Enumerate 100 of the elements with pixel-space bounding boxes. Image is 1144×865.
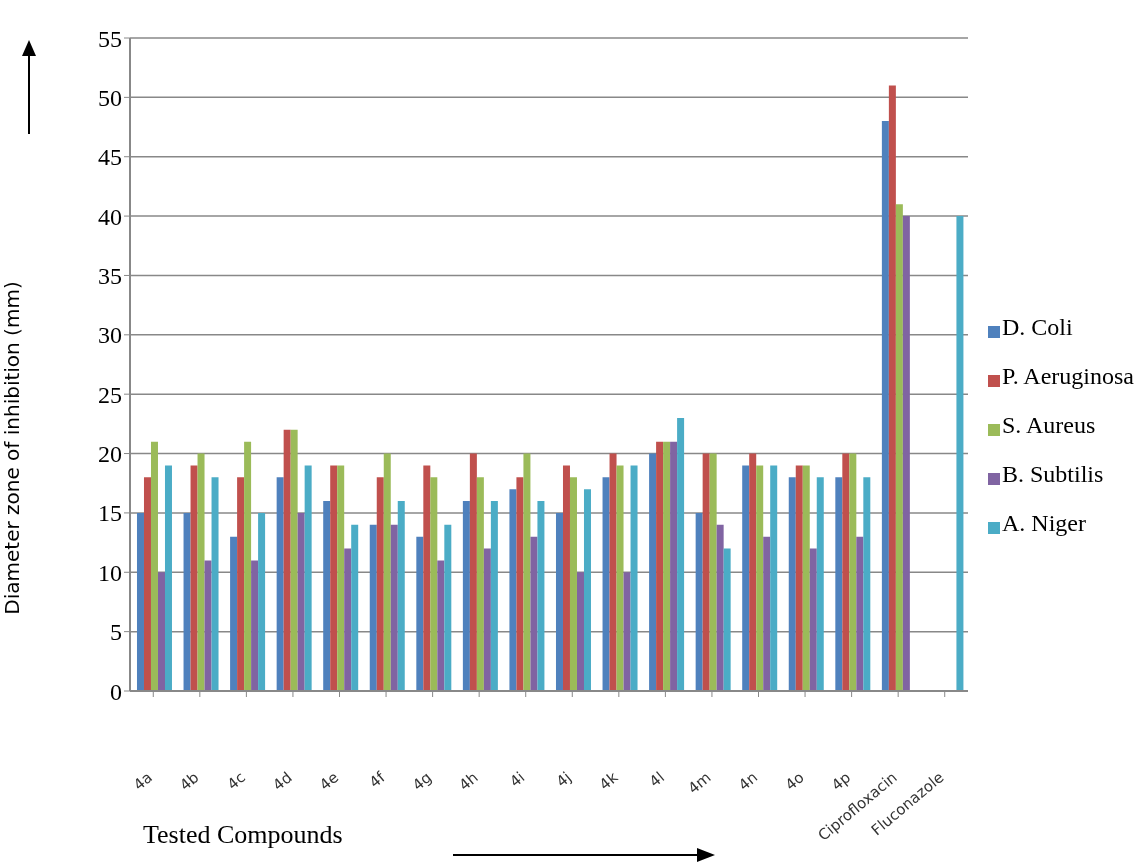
y-tick-label: 30	[98, 322, 122, 349]
x-tick-label: 4i	[506, 768, 529, 791]
bar	[816, 477, 824, 691]
bar	[183, 512, 191, 691]
bar	[204, 560, 212, 691]
bar	[150, 441, 158, 691]
bar	[770, 465, 778, 691]
y-tick-label: 40	[98, 203, 122, 230]
bar	[337, 465, 345, 691]
bar	[656, 441, 664, 691]
legend-label: B. Subtilis	[1002, 461, 1105, 488]
x-tick-label: 4h	[455, 768, 482, 795]
bar	[902, 216, 910, 691]
y-tick-label: 50	[98, 84, 122, 111]
bar	[842, 453, 850, 691]
bar	[444, 524, 452, 691]
bar	[476, 477, 484, 691]
bar	[802, 465, 810, 691]
bar	[756, 465, 764, 691]
bar	[369, 524, 377, 691]
bar	[383, 453, 391, 691]
bar	[742, 465, 750, 691]
y-tick-label: 45	[98, 144, 122, 171]
bar	[709, 453, 717, 691]
bar	[516, 477, 524, 691]
x-tick-label: 4e	[316, 768, 343, 795]
bar	[555, 512, 563, 691]
bar	[695, 512, 703, 691]
x-tick-label: 4j	[552, 768, 575, 791]
bar	[157, 572, 165, 691]
y-axis-title: Diameter zone of inhibition (mm)	[0, 281, 24, 615]
x-tick-label: 4g	[409, 768, 436, 795]
bar	[649, 453, 657, 691]
bar	[788, 477, 796, 691]
x-tick-label: 4k	[595, 768, 622, 794]
bar	[583, 489, 591, 691]
bar	[863, 477, 871, 691]
legend-label: D. Coli	[1002, 314, 1074, 341]
y-tick-label: 5	[110, 619, 122, 646]
x-tick-label: 4d	[269, 768, 296, 795]
x-axis-title: Tested Compounds	[143, 820, 343, 850]
bar	[609, 453, 617, 691]
bar	[190, 465, 198, 691]
bar	[835, 477, 843, 691]
bar	[623, 572, 631, 691]
bar	[895, 204, 903, 691]
bar	[670, 441, 678, 691]
bar	[569, 477, 577, 691]
bar	[576, 572, 584, 691]
x-tick-label: 4a	[129, 768, 156, 795]
bar	[537, 501, 545, 691]
bar	[237, 477, 245, 691]
y-tick-label: 0	[110, 678, 122, 705]
y-tick-label: 35	[98, 262, 122, 289]
legend-label: A. Niger	[1002, 510, 1087, 537]
bar	[630, 465, 638, 691]
legend-label: P. Aeruginosa	[1002, 363, 1135, 390]
bar	[416, 536, 424, 691]
bar	[376, 477, 384, 691]
legend-label: S. Aureus	[1002, 412, 1097, 439]
bar	[723, 548, 731, 691]
x-tick-label: 4m	[684, 768, 715, 798]
bar	[716, 524, 724, 691]
bar	[437, 560, 445, 691]
bar	[136, 512, 144, 691]
bar	[523, 453, 531, 691]
bar	[164, 465, 172, 691]
bar	[677, 417, 685, 691]
bar	[344, 548, 352, 691]
bar	[849, 453, 857, 691]
bar	[856, 536, 864, 691]
bar	[490, 501, 498, 691]
bar	[330, 465, 338, 691]
y-tick-label: 25	[98, 381, 122, 408]
bar	[251, 560, 259, 691]
y-tick-label: 20	[98, 441, 122, 468]
bar	[809, 548, 817, 691]
bar	[197, 453, 205, 691]
bar	[881, 121, 889, 691]
bar	[258, 512, 266, 691]
bar	[351, 524, 359, 691]
bar	[297, 512, 305, 691]
bar	[888, 85, 896, 691]
bar	[390, 524, 398, 691]
bar	[530, 536, 538, 691]
x-tick-label: 4c	[223, 768, 249, 794]
x-tick-label: 4f	[365, 767, 390, 792]
bar	[143, 477, 151, 691]
y-tick-label: 15	[98, 500, 122, 527]
bar	[276, 477, 284, 691]
y-tick-label: 55	[98, 25, 122, 52]
bar	[956, 216, 964, 691]
bar	[602, 477, 610, 691]
y-tick-label: 10	[98, 559, 122, 586]
bar	[290, 429, 298, 691]
bar	[397, 501, 405, 691]
bar	[795, 465, 803, 691]
bar	[509, 489, 517, 691]
bar	[462, 501, 470, 691]
bar	[763, 536, 771, 691]
